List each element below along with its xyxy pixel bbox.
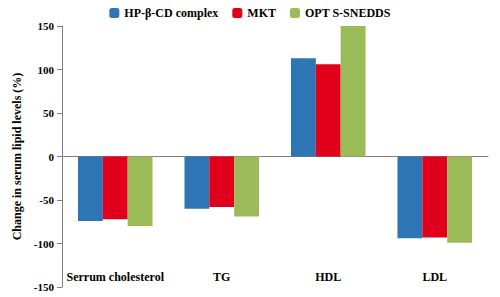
svg-text:-100: -100	[34, 238, 55, 250]
svg-text:Serrum cholesterol: Serrum cholesterol	[67, 270, 165, 284]
svg-text:OPT S-SNEDDS: OPT S-SNEDDS	[305, 6, 391, 20]
svg-text:MKT: MKT	[247, 6, 276, 20]
svg-text:HDL: HDL	[315, 270, 341, 284]
svg-text:-50: -50	[39, 194, 54, 206]
svg-text:HP-β-CD complex: HP-β-CD complex	[124, 6, 218, 20]
svg-text:50: 50	[43, 107, 55, 119]
svg-text:100: 100	[38, 64, 55, 76]
svg-text:LDL: LDL	[422, 270, 447, 284]
svg-text:Change in serum lipid levels (: Change in serum lipid levels (%)	[10, 73, 24, 241]
svg-text:TG: TG	[213, 270, 230, 284]
svg-text:0: 0	[49, 151, 55, 163]
svg-text:-150: -150	[34, 281, 55, 293]
svg-text:150: 150	[38, 20, 55, 32]
